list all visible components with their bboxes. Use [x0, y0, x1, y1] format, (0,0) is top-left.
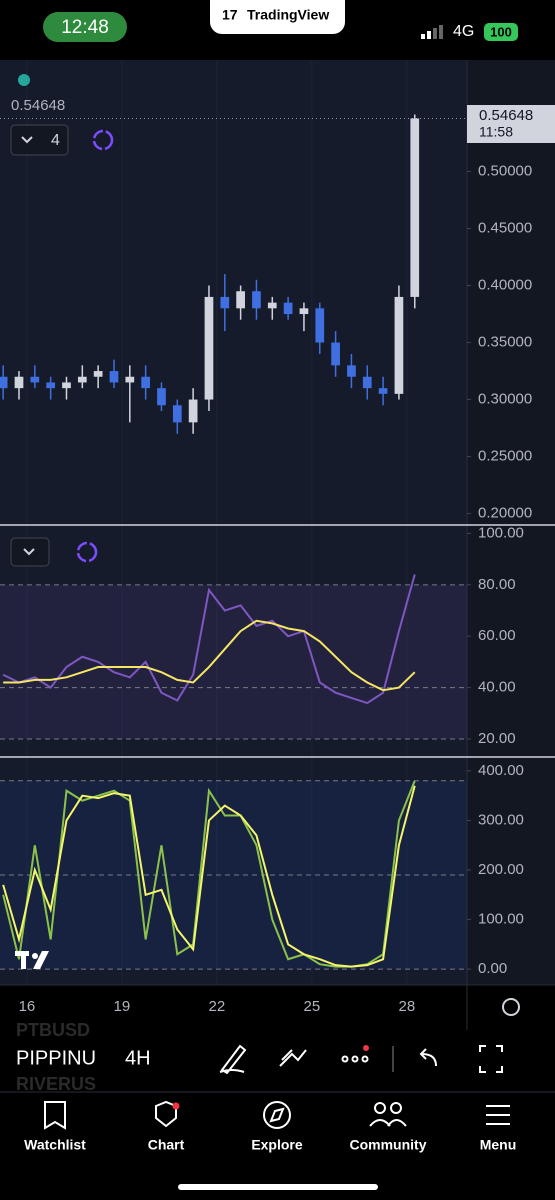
ghost-symbol: PTBUSD [16, 1020, 90, 1040]
y-tick-label: 0.35000 [478, 334, 532, 351]
band [0, 584, 467, 740]
candle-body [141, 376, 150, 389]
candle-body [30, 376, 40, 383]
x-tick-label: 22 [209, 998, 226, 1015]
candle-body [46, 382, 56, 389]
y-tick-label: 400.00 [478, 762, 524, 779]
candle-body [77, 376, 87, 383]
y-tick-label: 20.00 [478, 730, 516, 747]
candle-body [299, 308, 309, 315]
candle-body [410, 118, 420, 297]
ghost-symbol: RIVERUS [16, 1074, 96, 1094]
y-tick-label: 100.00 [478, 524, 524, 541]
y-tick-label: 200.00 [478, 861, 524, 878]
candle-body [394, 296, 404, 394]
x-tick-label: 16 [19, 998, 36, 1015]
candle-body [157, 388, 166, 406]
series-line [2, 574, 416, 705]
y-tick-label: 0.40000 [478, 276, 532, 293]
candle-body [125, 376, 135, 383]
toolbar [0, 1030, 555, 1090]
chevron [23, 548, 35, 556]
toolbar-icons[interactable] [219, 1044, 503, 1075]
x-tick-label: 28 [399, 998, 416, 1015]
nav-item[interactable]: Explore [251, 1137, 303, 1153]
candle-body [362, 376, 372, 389]
candle-body [204, 296, 214, 400]
candle-body [252, 291, 261, 309]
brand-pill [210, 0, 345, 34]
alert-dot [172, 1102, 180, 1110]
nav-icons [44, 1100, 510, 1130]
y-tick-label: 0.00 [478, 960, 507, 977]
candle-body [62, 382, 71, 389]
candle-body [109, 371, 119, 383]
nav-item[interactable]: Menu [480, 1137, 517, 1153]
indicator-toggle[interactable] [10, 124, 69, 156]
candle-body [283, 302, 293, 315]
candle-body [93, 371, 103, 377]
alert-dot [363, 1045, 369, 1051]
y-tick-label: 0.50000 [478, 162, 532, 179]
x-tick-label: 19 [114, 998, 131, 1015]
y-tick-label: 0.30000 [478, 391, 532, 408]
candle-body [347, 365, 356, 377]
nav-item[interactable]: Community [350, 1137, 427, 1153]
y-tick-label: 60.00 [478, 627, 516, 644]
countdown: 11:58 [479, 124, 513, 140]
y-tick-label: 80.00 [478, 576, 516, 593]
indicator-count: 4 [51, 132, 60, 149]
y-tick-label: 100.00 [478, 911, 524, 928]
network: 4G [453, 23, 474, 40]
last-price-tag [467, 105, 555, 143]
settings-icon[interactable] [502, 998, 520, 1016]
y-tick-label: 300.00 [478, 811, 524, 828]
last-price: 0.54648 [479, 107, 533, 124]
clock: 12:48 [61, 17, 109, 38]
candle-body [267, 302, 277, 309]
tv-watermark [15, 951, 49, 969]
brand-logo: 17 [222, 7, 238, 23]
home-indicator [178, 1184, 378, 1190]
y-tick-label: 0.45000 [478, 219, 532, 236]
candle-body [14, 376, 24, 389]
symbol[interactable]: PIPPINU [16, 1047, 96, 1069]
candle-body [236, 291, 245, 309]
sync-icon[interactable] [76, 541, 98, 563]
last-price-caption: 0.54648 [11, 97, 65, 114]
status-dot [18, 74, 30, 86]
x-tick-label: 25 [304, 998, 321, 1015]
y-tick-label: 0.20000 [478, 505, 532, 522]
nav-item[interactable]: Chart [148, 1137, 185, 1153]
time-pill [43, 12, 127, 42]
candle-body [188, 399, 198, 423]
chevron [21, 136, 33, 144]
candle-body [315, 308, 325, 343]
candle-body [172, 405, 182, 423]
candle-body [378, 388, 388, 394]
series-line [3, 619, 416, 692]
interval[interactable]: 4H [125, 1047, 151, 1069]
candle-body [0, 376, 8, 389]
sync-icon[interactable] [92, 129, 114, 151]
series-line [2, 785, 416, 968]
plot-area [0, 60, 467, 985]
signal [421, 25, 443, 39]
battery-level: 100 [490, 24, 512, 39]
nav-item[interactable]: Watchlist [24, 1137, 86, 1153]
battery [484, 23, 518, 41]
y-tick-label: 0.25000 [478, 448, 532, 465]
y-tick-label: 40.00 [478, 679, 516, 696]
candle-body [220, 296, 230, 309]
brand: TradingView [247, 7, 329, 23]
candle-body [331, 342, 340, 366]
